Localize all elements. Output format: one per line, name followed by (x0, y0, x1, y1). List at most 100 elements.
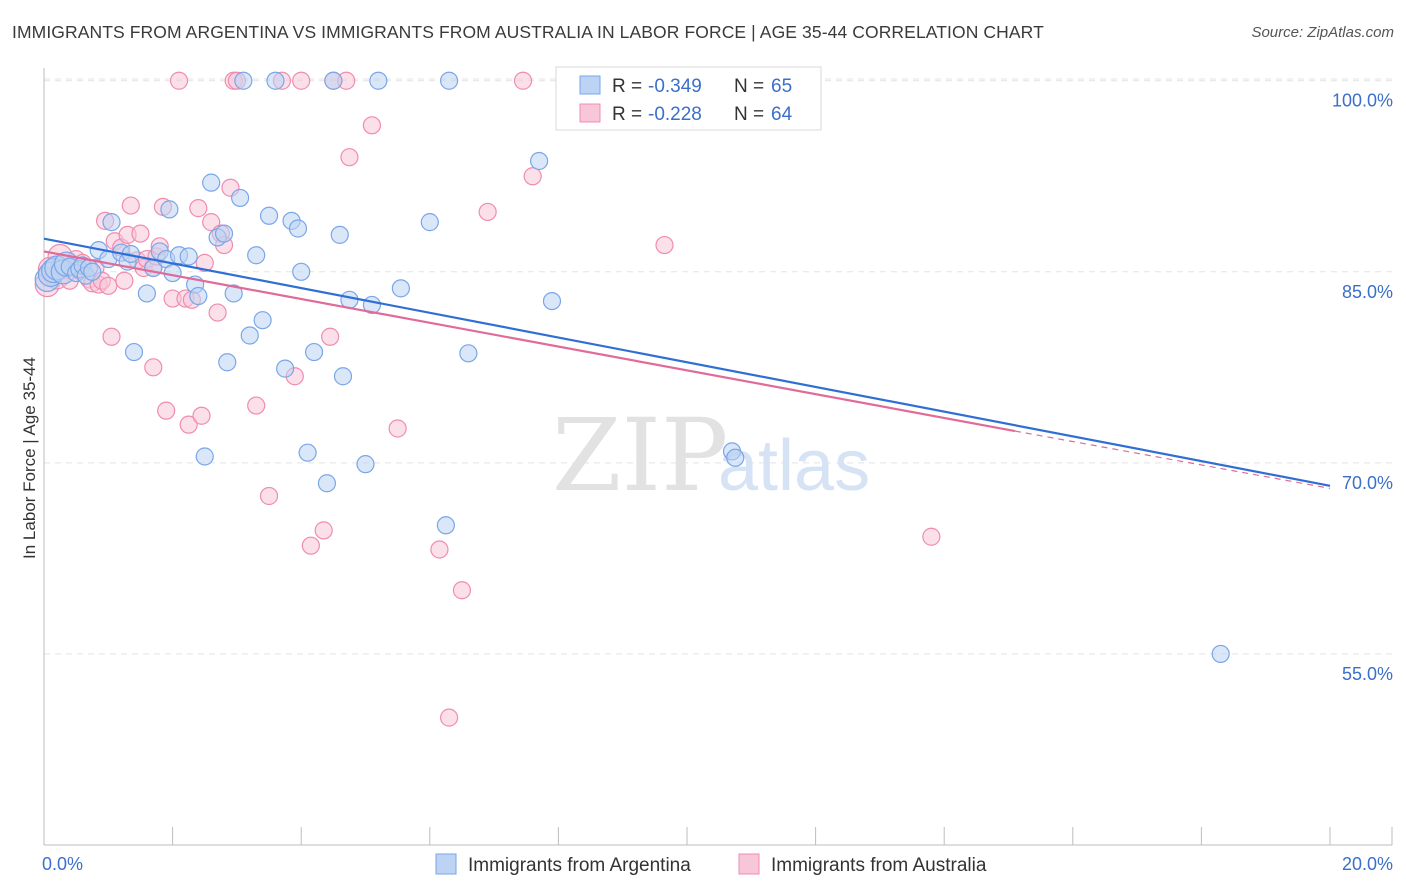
data-point (439, 708, 459, 727)
data-point (192, 406, 211, 425)
data-point (144, 358, 163, 377)
data-point (276, 359, 295, 378)
data-point (189, 286, 208, 306)
y-tick-labels: 55.0% 70.0% 85.0% 100.0% (1332, 91, 1393, 684)
data-point (530, 151, 549, 171)
stats-legend: R = -0.349 N = 65 R = -0.228 N = 64 (555, 66, 822, 131)
y-tick-label: 85.0% (1342, 282, 1393, 302)
data-point (231, 188, 250, 208)
legend-r-value-1: -0.349 (648, 76, 702, 97)
data-point (160, 200, 179, 219)
watermark-atlas: atlas (718, 426, 870, 506)
watermark: ZIP atlas (552, 397, 870, 514)
data-point (298, 443, 317, 462)
data-point (314, 521, 333, 540)
legend-n-label-2: N = (734, 104, 764, 125)
data-point (208, 303, 227, 322)
x-tick-labels: 0.0% 20.0% (42, 854, 1393, 874)
data-points (34, 71, 1230, 727)
data-point (195, 253, 214, 272)
data-point (247, 396, 266, 415)
legend-r-label-1: R = (612, 76, 642, 97)
data-point (102, 327, 121, 346)
data-point (253, 311, 272, 330)
data-point (189, 199, 208, 218)
data-point (420, 213, 439, 232)
series-legend-label-australia: Immigrants from Australia (771, 855, 987, 876)
y-tick-label: 70.0% (1342, 473, 1393, 493)
trend-lines (43, 237, 1331, 489)
data-point (157, 401, 176, 420)
data-point (304, 342, 324, 362)
data-point (369, 71, 388, 90)
data-point (234, 71, 253, 90)
x-tick-label: 0.0% (42, 854, 83, 874)
data-point (523, 167, 542, 186)
data-point (388, 419, 407, 438)
data-point (179, 247, 198, 266)
y-axis-title: In Labor Force | Age 35-44 (20, 357, 39, 559)
data-point (115, 271, 134, 290)
data-point (452, 581, 472, 600)
x-tick-label: 20.0% (1342, 854, 1393, 874)
data-point (330, 225, 349, 244)
data-point (362, 116, 382, 135)
data-point (124, 342, 144, 362)
data-point (726, 448, 745, 467)
data-point (391, 279, 410, 298)
data-point (266, 71, 285, 90)
data-point (195, 447, 214, 466)
series-legend-swatch-australia (738, 853, 760, 875)
series-legend-swatch-argentina (435, 853, 457, 875)
data-point (655, 235, 674, 255)
data-point (240, 326, 259, 345)
trend-line-argentina (43, 237, 1331, 487)
y-tick-label: 55.0% (1342, 664, 1393, 684)
series-legend-label-argentina: Immigrants from Argentina (468, 855, 691, 876)
watermark-zip: ZIP (552, 397, 728, 514)
data-point (259, 206, 279, 225)
legend-n-label-1: N = (734, 76, 764, 97)
data-point (321, 327, 340, 346)
data-point (1211, 644, 1230, 664)
chart-title: IMMIGRANTS FROM ARGENTINA VS IMMIGRANTS … (12, 22, 1044, 42)
data-point (137, 284, 156, 303)
data-point (340, 148, 359, 167)
data-point (214, 224, 234, 243)
legend-r-label-2: R = (612, 104, 642, 125)
data-point (292, 262, 311, 281)
data-point (121, 196, 140, 215)
legend-r-value-2: -0.228 (648, 104, 702, 125)
data-point (430, 540, 449, 559)
y-tick-label: 100.0% (1332, 91, 1393, 111)
data-point (99, 276, 118, 295)
data-point (179, 415, 198, 434)
data-point (259, 486, 279, 506)
data-point (131, 224, 150, 243)
data-point (288, 219, 308, 238)
data-point (459, 344, 478, 363)
data-point (169, 71, 189, 90)
data-point (292, 71, 311, 90)
data-point (317, 474, 337, 493)
data-point (356, 455, 375, 474)
legend-n-value-2: 64 (771, 104, 793, 125)
data-point (436, 516, 455, 535)
legend-n-value-1: 65 (771, 76, 792, 97)
legend-swatch-argentina (579, 75, 601, 95)
data-point (333, 367, 353, 386)
data-point (202, 173, 221, 192)
data-point (542, 292, 562, 311)
trend-line-australia-extension (1014, 430, 1331, 489)
data-point (102, 213, 121, 232)
data-point (247, 246, 266, 265)
chart-source: Source: ZipAtlas.com (1251, 24, 1394, 41)
data-point (478, 202, 497, 222)
data-point (439, 71, 459, 90)
data-point (922, 527, 941, 546)
data-point (324, 71, 343, 90)
data-point (224, 284, 243, 303)
data-point (301, 536, 320, 555)
data-point (513, 71, 533, 90)
